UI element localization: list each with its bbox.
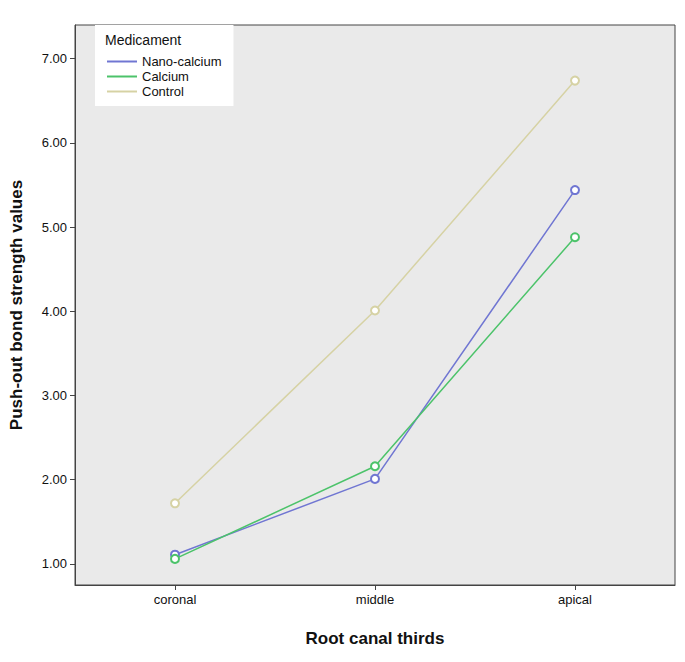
svg-text:2.00: 2.00 [42, 472, 67, 487]
svg-text:middle: middle [356, 592, 394, 607]
svg-text:Root canal thirds: Root canal thirds [306, 629, 445, 648]
svg-text:6.00: 6.00 [42, 135, 67, 150]
svg-text:7.00: 7.00 [42, 51, 67, 66]
svg-text:apical: apical [558, 592, 592, 607]
svg-text:Calcium: Calcium [142, 69, 189, 84]
svg-text:4.00: 4.00 [42, 304, 67, 319]
svg-text:Push-out bond strength values: Push-out bond strength values [7, 180, 26, 430]
svg-text:Nano-calcium: Nano-calcium [142, 54, 221, 69]
svg-text:Medicament: Medicament [105, 32, 181, 48]
svg-text:Control: Control [142, 84, 184, 99]
svg-text:coronal: coronal [154, 592, 197, 607]
svg-text:3.00: 3.00 [42, 388, 67, 403]
svg-text:1.00: 1.00 [42, 556, 67, 571]
svg-text:5.00: 5.00 [42, 220, 67, 235]
